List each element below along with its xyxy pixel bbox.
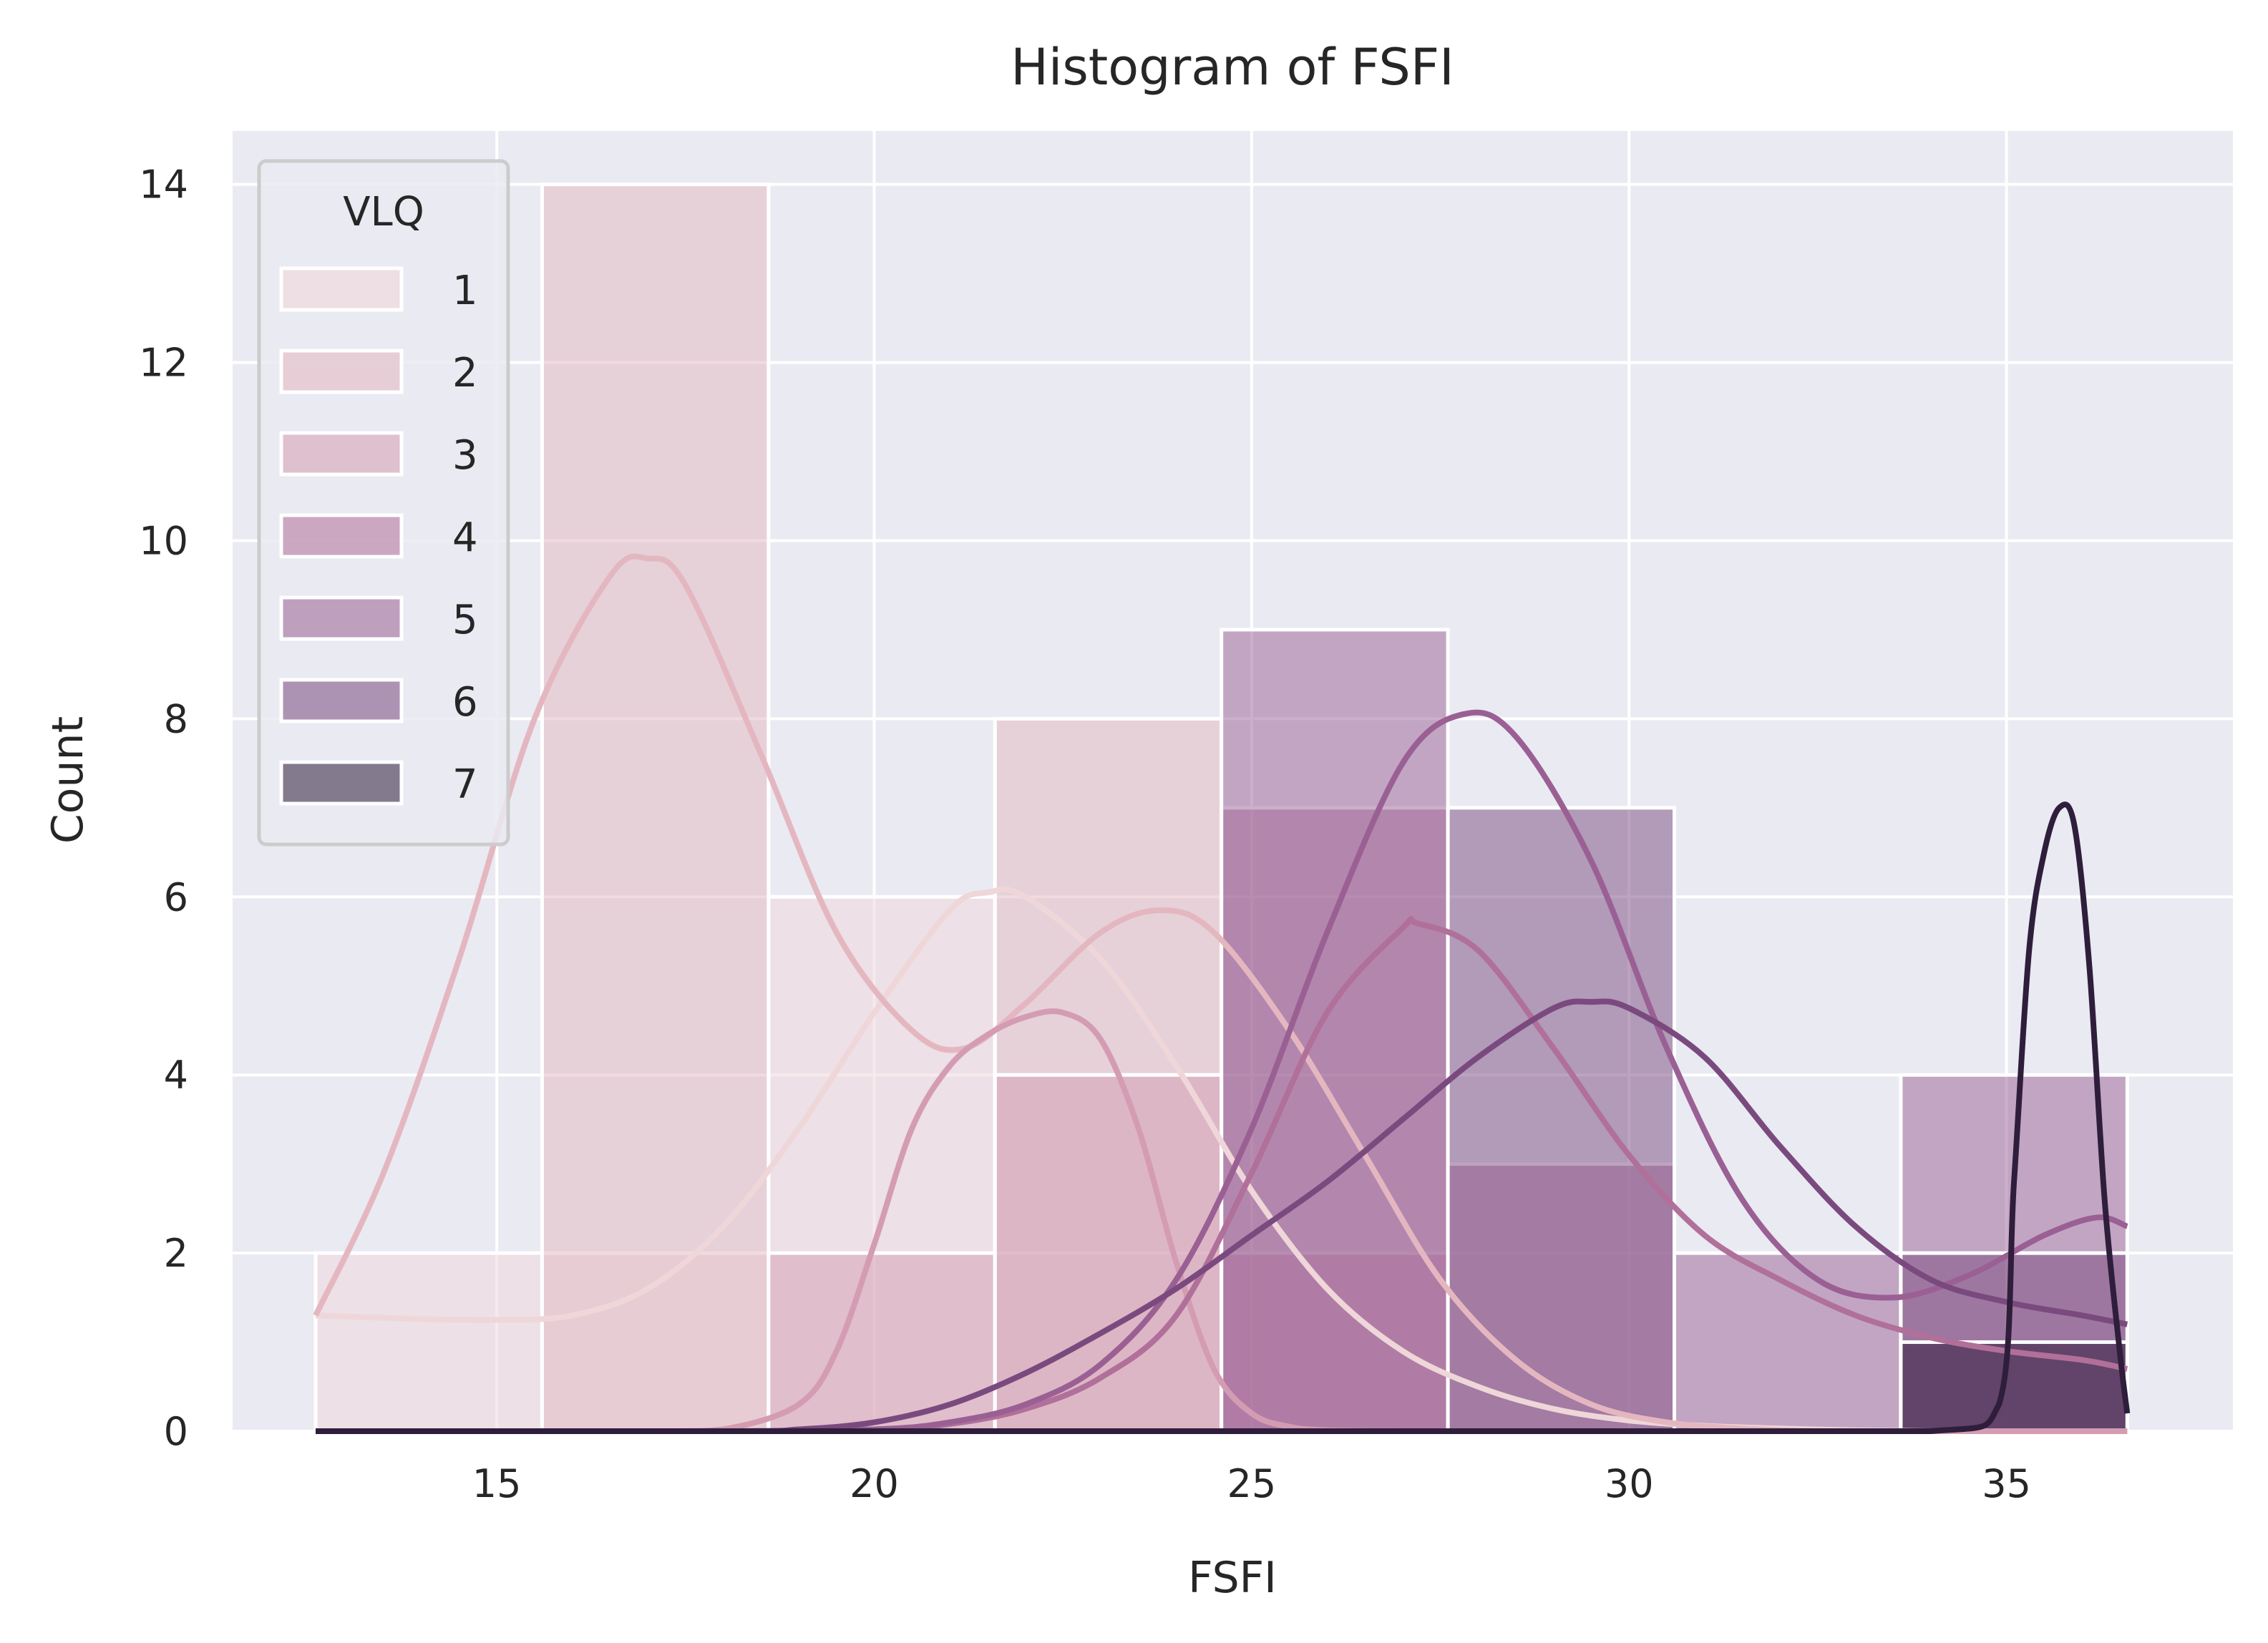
x-axis-label: FSFI — [1188, 1553, 1277, 1603]
y-tick-label: 4 — [164, 1053, 188, 1098]
chart-title: Histogram of FSFI — [1011, 38, 1454, 97]
legend-items: 1 2 3 4 5 6 7 — [279, 266, 478, 808]
legend-label-vlq-5: 5 — [452, 597, 478, 643]
legend-title: VLQ — [343, 189, 424, 235]
x-tick-label: 25 — [1227, 1461, 1277, 1506]
x-tick-label: 15 — [472, 1461, 522, 1506]
legend-label-vlq-3: 3 — [452, 432, 478, 479]
y-tick-label: 14 — [139, 162, 188, 208]
kde-curves — [313, 553, 2131, 1435]
bar-vlq-7 — [1899, 1340, 2129, 1433]
y-tick-label: 0 — [164, 1409, 188, 1454]
y-tick-label: 12 — [139, 341, 188, 386]
legend-swatch-vlq-1 — [279, 266, 404, 312]
bar-vlq-5 — [1673, 1251, 1903, 1433]
x-tick-label: 20 — [850, 1461, 899, 1506]
bar-vlq-2 — [540, 182, 771, 1433]
legend-swatch-vlq-5 — [279, 595, 404, 641]
y-tick-labels: 0 2 4 6 8 10 12 14 — [139, 162, 188, 1454]
legend-label-vlq-6: 6 — [452, 679, 478, 726]
y-tick-label: 6 — [164, 874, 188, 920]
legend-swatch-vlq-2 — [279, 348, 404, 394]
y-tick-label: 2 — [164, 1231, 188, 1276]
x-tick-label: 35 — [1982, 1461, 2031, 1506]
legend-label-vlq-2: 2 — [452, 350, 478, 396]
x-tick-label: 30 — [1605, 1461, 1654, 1506]
bar-vlq-6 — [1446, 806, 1677, 1433]
legend-label-vlq-4: 4 — [452, 515, 478, 561]
y-axis-label: Count — [43, 716, 93, 844]
y-tick-label: 8 — [164, 696, 188, 741]
kde-line-vlq-6 — [315, 998, 2128, 1435]
legend-swatch-vlq-3 — [279, 431, 404, 477]
legend-swatch-vlq-6 — [279, 678, 404, 723]
kde-line-vlq-7 — [315, 801, 2131, 1435]
legend: VLQ 1 2 3 4 5 6 7 — [257, 159, 510, 847]
y-tick-label: 10 — [139, 518, 188, 563]
legend-swatch-vlq-7 — [279, 760, 404, 806]
bar-vlq-3 — [993, 1073, 1224, 1433]
bar-vlq-1 — [313, 1251, 544, 1433]
x-tick-labels: 15 20 25 30 35 — [472, 1461, 2031, 1506]
legend-frame — [257, 159, 510, 847]
legend-label-vlq-7: 7 — [452, 761, 478, 808]
kde-line-vlq-5 — [315, 709, 2128, 1435]
legend-swatch-vlq-4 — [279, 513, 404, 559]
legend-label-vlq-1: 1 — [452, 268, 478, 314]
